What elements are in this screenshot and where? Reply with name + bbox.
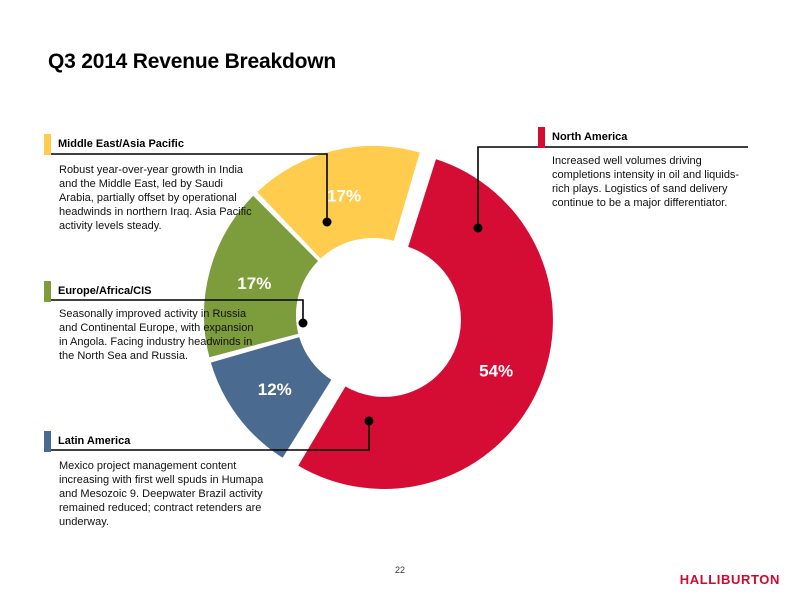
europe-callout-dot [298,318,308,328]
middle-east-callout-dot [322,217,332,227]
europe-callout-line [44,299,304,323]
slice-latin-america [208,334,335,461]
region-header-latin-america: Latin America [44,431,374,453]
north-america-name: North America [552,131,628,143]
page-title: Q3 2014 Revenue Breakdown [48,50,336,73]
north-america-callout-line [477,146,748,228]
middle-east-swatch [44,134,51,155]
region-header-middle-east: Middle East/Asia Pacific [44,134,334,156]
region-header-europe: Europe/Africa/CIS [44,281,344,303]
slice-label-north-america: 54% [479,361,513,380]
latin-america-callout-dot [364,416,374,426]
latin-america-swatch [44,431,51,452]
region-header-north-america: North America [538,127,748,149]
middle-east-description: Robust year-over-year growth in India an… [59,164,252,232]
slice-middle-east-asia-pacific [254,144,423,262]
latin-america-name: Latin America [58,435,131,447]
north-america-callout-dot [473,223,483,233]
europe-description: Seasonally improved activity in Russia a… [59,308,254,362]
europe-swatch [44,281,51,302]
latin-america-callout-line [44,421,370,451]
slice-label-latin-america: 12% [258,380,292,399]
page-number: 22 [394,565,405,575]
slice-europe-africa-cis [202,192,321,360]
middle-east-callout-line [44,153,328,222]
north-america-swatch [538,127,545,148]
slice-label-europe-africa-cis: 17% [237,274,271,293]
europe-name: Europe/Africa/CIS [58,285,152,297]
halliburton-logo: HALLIBURTON [679,572,780,587]
middle-east-name: Middle East/Asia Pacific [58,138,184,150]
slice-label-middle-east-asia-pacific: 17% [327,186,361,205]
latin-america-description: Mexico project management content increa… [59,460,264,528]
slice-north-america [295,156,555,491]
north-america-description: Increased well volumes driving completio… [552,155,740,209]
